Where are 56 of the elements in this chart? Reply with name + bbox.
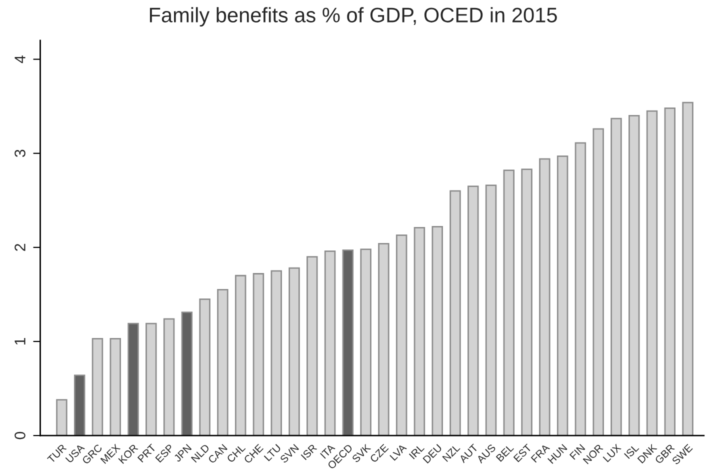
bar [592, 128, 604, 436]
bar [646, 110, 658, 436]
x-tick-label: NZL [442, 444, 460, 462]
bar [450, 190, 461, 436]
x-tick-label: FIN [569, 444, 586, 460]
bar [485, 184, 497, 436]
x-tick-label: BEL [496, 444, 514, 462]
bar [682, 102, 694, 436]
y-tick-label: 4 [14, 55, 26, 64]
bar [92, 338, 104, 436]
bar [503, 170, 515, 436]
x-tick-label: LTU [264, 444, 282, 462]
bar [181, 312, 193, 436]
bar [360, 248, 372, 436]
bar [128, 322, 139, 436]
x-tick-label: USA [65, 443, 85, 464]
bar [432, 226, 443, 436]
x-tick-label: ISR [300, 444, 318, 460]
bar [252, 273, 264, 436]
bar [146, 322, 157, 436]
bar [163, 318, 175, 436]
bar [574, 142, 586, 436]
x-tick-label: IRL [408, 444, 425, 460]
bar [234, 274, 246, 436]
y-tick-label: 1 [14, 338, 26, 345]
bar [539, 158, 550, 436]
x-tick-label: FRA [530, 443, 550, 463]
bar [110, 338, 121, 436]
y-tick-label: 3 [14, 150, 26, 158]
bar [556, 155, 568, 436]
bar [414, 226, 426, 436]
y-tick-label: 0 [14, 432, 26, 440]
x-tick-label: JPN [173, 444, 192, 462]
bar [396, 234, 408, 436]
bar [217, 289, 228, 436]
bar [288, 267, 300, 436]
x-tick-label: ISL [624, 444, 640, 459]
bar [74, 374, 86, 436]
bar [199, 298, 210, 436]
x-tick-label: NLD [190, 444, 210, 463]
y-tick-label: 2 [14, 244, 26, 251]
bar [56, 399, 68, 436]
bar [664, 107, 676, 436]
x-tick-label: TUR [47, 444, 67, 464]
bar [468, 186, 479, 436]
chart-title: Family benefits as % of GDP, OCED in 2015 [150, 7, 557, 27]
bar [324, 250, 336, 436]
bar [378, 242, 390, 436]
bar [342, 250, 354, 436]
bar [306, 256, 318, 436]
bar [521, 168, 532, 436]
bar [628, 115, 640, 436]
x-tick-label: CHL [226, 444, 246, 463]
x-tick-label: LVA [390, 443, 407, 461]
bar [610, 118, 622, 436]
bar [270, 270, 282, 436]
